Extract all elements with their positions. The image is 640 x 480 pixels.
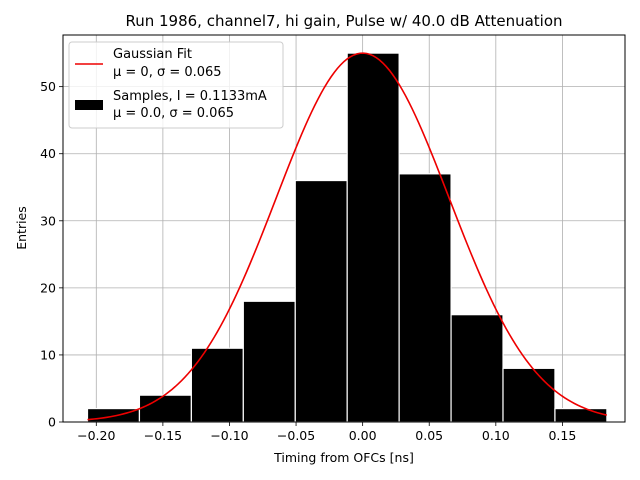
x-axis-ticks: −0.20 −0.15 −0.10 −0.05 0.00 0.05 0.10 0.15 bbox=[77, 422, 576, 443]
histogram-bar bbox=[86, 407, 141, 423]
legend: Gaussian Fit μ = 0, σ = 0.065 Samples, I… bbox=[68, 41, 284, 129]
legend-samples-swatch bbox=[75, 100, 103, 110]
gaussian-fit-line bbox=[87, 52, 608, 421]
x-tick-label: 0.15 bbox=[548, 428, 576, 443]
histogram-bar bbox=[294, 179, 348, 423]
legend-fit-params: μ = 0, σ = 0.065 bbox=[113, 65, 222, 80]
y-tick-label: 50 bbox=[40, 79, 56, 94]
histogram-bars bbox=[86, 52, 608, 423]
histogram-bar bbox=[398, 173, 452, 423]
y-tick-label: 10 bbox=[40, 347, 56, 362]
legend-fit-label: Gaussian Fit bbox=[113, 47, 192, 62]
histogram-bar bbox=[138, 394, 192, 423]
x-tick-label: 0.00 bbox=[349, 428, 377, 443]
legend-samples-params: μ = 0.0, σ = 0.065 bbox=[113, 106, 234, 121]
x-tick-label: −0.05 bbox=[277, 428, 315, 443]
chart-title: Run 1986, channel7, hi gain, Pulse w/ 40… bbox=[125, 12, 562, 30]
x-tick-label: −0.10 bbox=[210, 428, 248, 443]
histogram-bar bbox=[190, 347, 244, 423]
gaussian-fit bbox=[87, 52, 608, 421]
histogram-bar bbox=[554, 407, 608, 423]
histogram-bar bbox=[450, 314, 504, 423]
x-tick-label: −0.20 bbox=[77, 428, 115, 443]
plot-frame bbox=[62, 34, 626, 423]
histogram-bar bbox=[242, 300, 296, 423]
y-axis-label: Entries bbox=[14, 206, 29, 250]
x-axis-label: Timing from OFCs [ns] bbox=[273, 450, 414, 465]
histogram-bar bbox=[346, 52, 400, 423]
y-tick-label: 20 bbox=[40, 280, 56, 295]
legend-box bbox=[68, 41, 284, 129]
x-tick-label: −0.15 bbox=[144, 428, 182, 443]
y-tick-label: 30 bbox=[40, 213, 56, 228]
x-tick-label: 0.10 bbox=[482, 428, 510, 443]
legend-samples-label: Samples, I = 0.1133mA bbox=[113, 89, 267, 104]
x-tick-label: 0.05 bbox=[415, 428, 443, 443]
histogram-bar bbox=[502, 367, 556, 423]
y-tick-label: 0 bbox=[48, 415, 56, 430]
y-axis-ticks: 0 10 20 30 40 50 bbox=[40, 79, 63, 430]
y-tick-label: 40 bbox=[40, 146, 56, 161]
